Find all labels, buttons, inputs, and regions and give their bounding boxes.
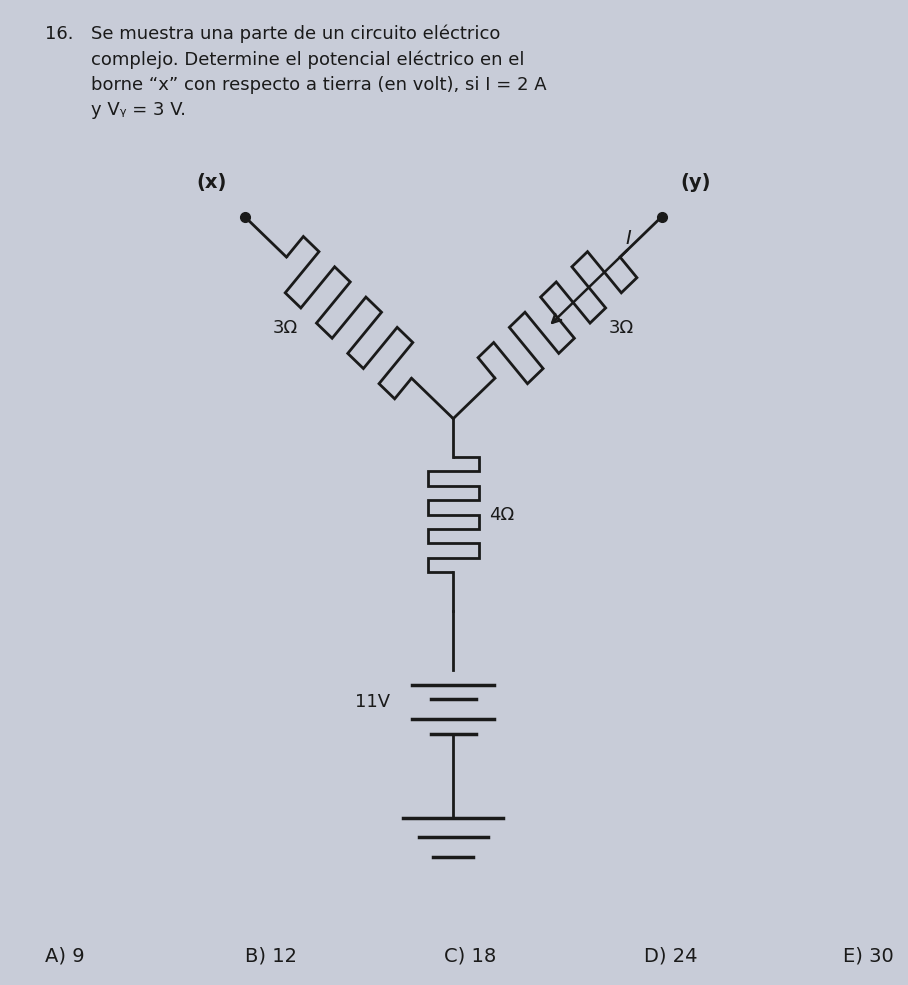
Text: (x): (x) [196, 173, 227, 192]
Text: 11V: 11V [355, 692, 390, 711]
Text: A) 9: A) 9 [45, 947, 85, 965]
Text: 3Ω: 3Ω [273, 318, 298, 337]
Text: 16.: 16. [45, 25, 74, 42]
Text: I: I [625, 229, 631, 248]
Text: 4Ω: 4Ω [489, 505, 515, 524]
Text: D) 24: D) 24 [644, 947, 697, 965]
Text: B) 12: B) 12 [245, 947, 297, 965]
Text: Se muestra una parte de un circuito eléctrico
complejo. Determine el potencial e: Se muestra una parte de un circuito eléc… [91, 25, 547, 119]
Text: (y): (y) [680, 173, 710, 192]
Text: C) 18: C) 18 [444, 947, 497, 965]
Text: 3Ω: 3Ω [608, 318, 634, 337]
Text: E) 30: E) 30 [843, 947, 893, 965]
